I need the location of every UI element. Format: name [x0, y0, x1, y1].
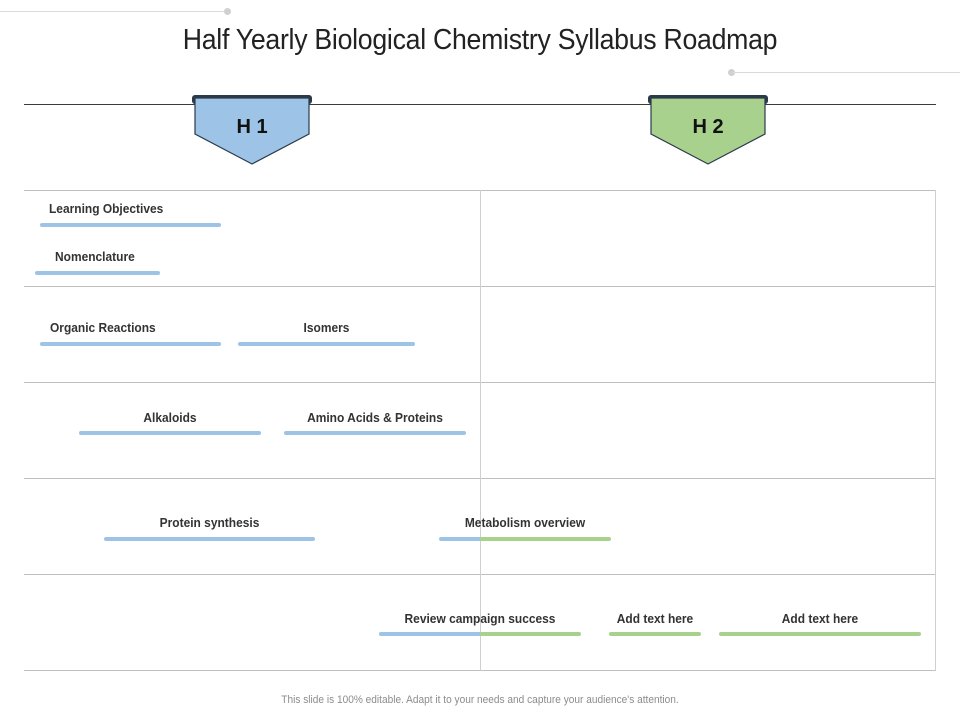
decorative-line-top — [0, 11, 226, 12]
period-label-h2: H 2 — [692, 116, 724, 138]
task-bar-alkaloids — [79, 431, 261, 435]
task-bar-protein-synthesis — [104, 537, 315, 541]
task-bar-add-text-2 — [719, 632, 921, 636]
roadmap-grid — [24, 190, 936, 671]
task-bar-organic-reactions — [40, 342, 221, 346]
period-banner-h2: H 2 — [648, 94, 768, 166]
banner-shape-h2 — [648, 95, 768, 165]
task-bar-nomenclature — [35, 271, 160, 275]
banner-shape-h1 — [192, 95, 312, 165]
page-title: Half Yearly Biological Chemistry Syllabu… — [182, 24, 778, 56]
task-bar-isomers — [238, 342, 415, 346]
period-divider — [480, 190, 481, 671]
task-bar-learning-objectives — [40, 223, 221, 227]
period-label-h1: H 1 — [236, 116, 268, 138]
task-label-review-campaign: Review campaign success — [404, 611, 556, 626]
timeline-axis — [24, 104, 936, 105]
task-bar-metabolism — [439, 537, 611, 541]
task-bar-add-text-1 — [609, 632, 701, 636]
task-label-organic-reactions: Organic Reactions — [50, 320, 156, 335]
task-bar-amino-acids — [284, 431, 466, 435]
task-label-metabolism: Metabolism overview — [464, 515, 586, 530]
task-label-add-text-2: Add text here — [781, 611, 859, 626]
period-banner-h1: H 1 — [192, 94, 312, 166]
decorative-dot-right — [728, 69, 735, 76]
task-label-add-text-1: Add text here — [616, 611, 694, 626]
task-bar-review-campaign — [379, 632, 581, 636]
grid-right-border — [935, 190, 936, 671]
task-label-alkaloids: Alkaloids — [143, 410, 197, 425]
decorative-dot-top — [224, 8, 231, 15]
task-label-nomenclature: Nomenclature — [55, 249, 135, 264]
decorative-line-right — [732, 72, 960, 73]
task-label-amino-acids: Amino Acids & Proteins — [307, 410, 443, 425]
task-label-isomers: Isomers — [303, 320, 350, 335]
footer-note: This slide is 100% editable. Adapt it to… — [281, 694, 679, 706]
task-label-protein-synthesis: Protein synthesis — [159, 515, 260, 530]
task-label-learning-objectives: Learning Objectives — [49, 201, 164, 216]
